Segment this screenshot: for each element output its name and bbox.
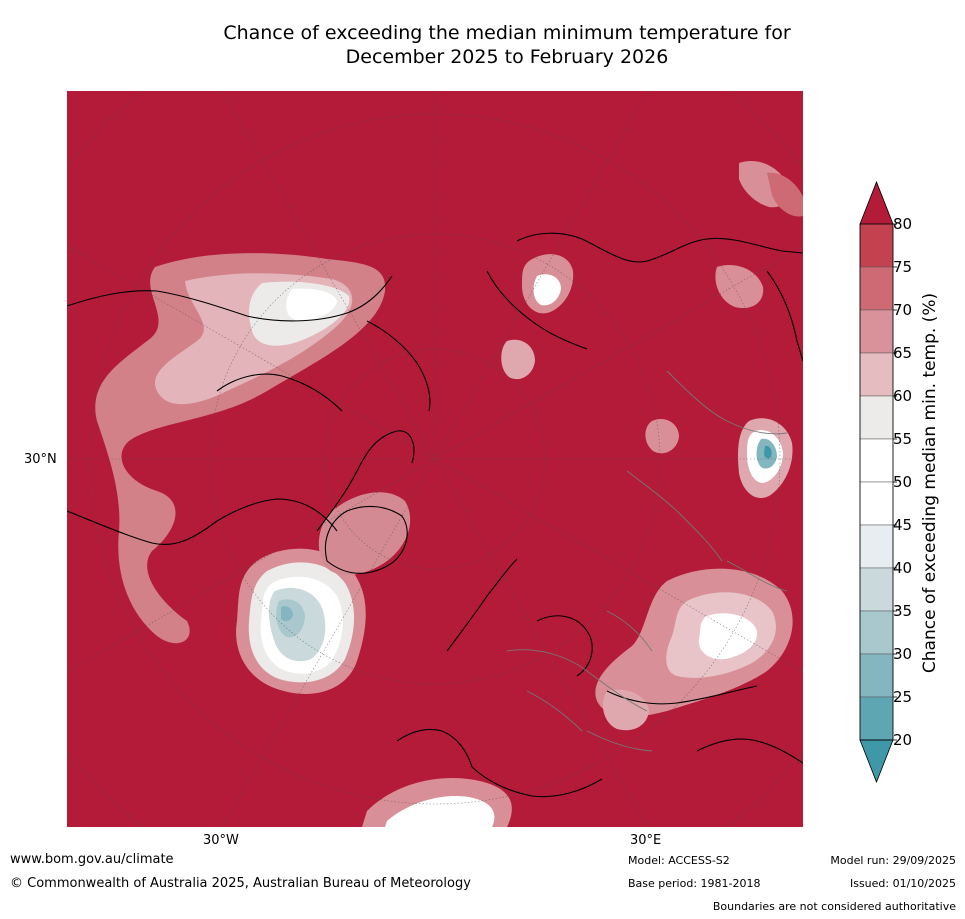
colorbar-extension-max — [859, 180, 894, 225]
siberia-anomaly — [522, 254, 574, 314]
probability-map — [67, 91, 803, 827]
colorbar — [850, 180, 965, 785]
colorbar-band — [859, 524, 894, 569]
boundary-disclaimer: Boundaries are not considered authoritat… — [712, 900, 956, 913]
colorbar-tick-label: 35 — [893, 602, 913, 620]
graticule — [67, 91, 803, 827]
colorbar-canvas — [859, 180, 897, 784]
middle-east-anomaly — [595, 568, 793, 717]
latitude-label-30n: 30°N — [24, 452, 57, 467]
east-asia-anomaly — [738, 418, 793, 499]
model-name: Model: ACCESS-S2 — [628, 854, 730, 867]
colorbar-tick-label: 40 — [893, 559, 913, 577]
longitude-label-30e: 30°E — [630, 833, 662, 848]
colorbar-band — [859, 395, 894, 440]
country-boundaries — [506, 370, 788, 752]
colorbar-label: Chance of exceeding median min. temp. (%… — [920, 292, 940, 674]
website-link[interactable]: www.bom.gov.au/climate — [10, 852, 174, 867]
colorbar-band — [859, 223, 894, 268]
greenland-anomaly — [318, 492, 411, 576]
colorbar-band — [859, 567, 894, 612]
colorbar-band — [859, 352, 894, 397]
colorbar-band — [859, 438, 894, 483]
colorbar-tick-label: 20 — [893, 731, 913, 749]
colorbar-tick-label: 60 — [893, 387, 913, 405]
colorbar-tick-label: 75 — [893, 258, 913, 276]
colorbar-tick-label: 70 — [893, 301, 913, 319]
copyright-notice: © Commonwealth of Australia 2025, Austra… — [10, 876, 471, 891]
colorbar-band — [859, 653, 894, 698]
north-africa-anomaly — [362, 778, 512, 827]
colorbar-tick-label: 45 — [893, 516, 913, 534]
title-line-2: December 2025 to February 2026 — [345, 46, 669, 68]
base-period: Base period: 1981-2018 — [628, 877, 761, 890]
map-title: Chance of exceeding the median minimum t… — [67, 21, 947, 69]
title-line-1: Chance of exceeding the median minimum t… — [223, 22, 791, 44]
issued-date: Issued: 01/10/2025 — [849, 877, 956, 890]
colorbar-tick-label: 55 — [893, 430, 913, 448]
colorbar-extension-min — [859, 739, 894, 784]
colorbar-band — [859, 266, 894, 311]
colorbar-band — [859, 481, 894, 526]
model-run-date: Model run: 29/09/2025 — [830, 854, 956, 867]
colorbar-tick-label: 80 — [893, 215, 913, 233]
map-canvas — [67, 91, 803, 827]
pacific-anomaly-band — [95, 253, 386, 644]
colorbar-tick-label: 50 — [893, 473, 913, 491]
colorbar-tick-label: 30 — [893, 645, 913, 663]
colorbar-tick-label: 65 — [893, 344, 913, 362]
coastlines — [67, 232, 803, 798]
longitude-label-30w: 30°W — [203, 833, 239, 848]
colorbar-band — [859, 610, 894, 655]
north-atlantic-anomaly — [236, 548, 366, 694]
colorbar-band — [859, 309, 894, 354]
colorbar-tick-label: 25 — [893, 688, 913, 706]
colorbar-band — [859, 696, 894, 741]
